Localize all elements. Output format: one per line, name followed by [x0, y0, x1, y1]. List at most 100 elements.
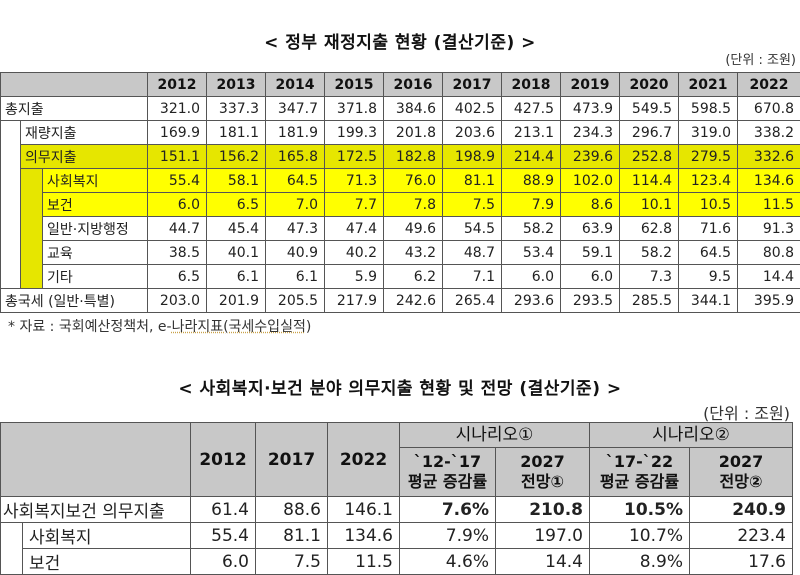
cell-value: 6.0 [561, 265, 620, 289]
cell-value: 88.9 [502, 169, 561, 193]
cell-value: 10.5 [679, 193, 738, 217]
year-header: 2020 [620, 73, 679, 97]
footnote-underlined-text: 나라지표(국세수입실적 [172, 319, 306, 335]
cell-value: 6.1 [266, 265, 325, 289]
year-header: 2022 [738, 73, 800, 97]
cell-value: 7.5 [256, 549, 328, 575]
table-row-highlighted: 보건 6.0 6.5 7.0 7.7 7.8 7.5 7.9 8.6 10.1 … [1, 193, 800, 217]
cell-value: 214.4 [502, 145, 561, 169]
cell-value: 319.0 [679, 121, 738, 145]
cell-value: 63.9 [561, 217, 620, 241]
table2-unit-label: (단위 : 조원) [703, 400, 790, 424]
year-header: 2016 [384, 73, 443, 97]
row-label: 의무지출 [21, 145, 148, 169]
cell-value: 91.3 [738, 217, 800, 241]
cell-value: 198.9 [443, 145, 502, 169]
cell-value: 11.5 [738, 193, 800, 217]
cell-value: 8.6 [561, 193, 620, 217]
row-label: 재량지출 [21, 121, 148, 145]
cell-value: 14.4 [738, 265, 800, 289]
cell-value: 217.9 [325, 289, 384, 313]
cell-value: 197.0 [496, 523, 590, 549]
table-row: 재량지출 169.9 181.1 181.9 199.3 201.8 203.6… [1, 121, 800, 145]
cell-value: 234.3 [561, 121, 620, 145]
cell-value: 242.6 [384, 289, 443, 313]
cell-value: 58.1 [207, 169, 266, 193]
cell-value: 43.2 [384, 241, 443, 265]
year-header: 2014 [266, 73, 325, 97]
cell-value: 76.0 [384, 169, 443, 193]
cell-value: 17.6 [690, 549, 793, 575]
row-label: 총지출 [1, 97, 148, 121]
table-row: 보건 6.0 7.5 11.5 4.6% 14.4 8.9% 17.6 [1, 549, 793, 575]
cell-value: 201.8 [384, 121, 443, 145]
cell-value: 6.2 [384, 265, 443, 289]
s1-projection-label: 전망① [498, 472, 587, 492]
cell-value: 199.3 [325, 121, 384, 145]
cell-value: 203.0 [148, 289, 207, 313]
cell-value: 338.2 [738, 121, 800, 145]
cell-value: 7.7 [325, 193, 384, 217]
cell-value: 61.4 [191, 497, 256, 523]
cell-value: 5.9 [325, 265, 384, 289]
cell-value: 7.5 [443, 193, 502, 217]
table1-header-row: 2012 2013 2014 2015 2016 2017 2018 2019 … [1, 73, 800, 97]
s2-rate-period: `17-`22 [592, 452, 687, 472]
table2-header-row-1: 2012 2017 2022 시나리오① 시나리오② [1, 423, 793, 448]
s1-projection-year: 2027 [498, 452, 587, 472]
cell-value: 134.6 [328, 523, 400, 549]
s2-projection-label: 전망② [692, 472, 790, 492]
table1-unit-label: (단위 : 조원) [725, 49, 796, 68]
cell-value: 10.1 [620, 193, 679, 217]
year-header: 2015 [325, 73, 384, 97]
header-corner-cell [1, 73, 148, 97]
year-header: 2022 [328, 423, 400, 497]
cell-value: 62.8 [620, 217, 679, 241]
cell-value: 45.4 [207, 217, 266, 241]
table-row: 사회복지 55.4 81.1 134.6 7.9% 197.0 10.7% 22… [1, 523, 793, 549]
s2-rate-label: 평균 증감률 [592, 472, 687, 492]
cell-value: 58.2 [620, 241, 679, 265]
s2-projection-header: 2027 전망② [690, 448, 793, 497]
cell-value: 427.5 [502, 97, 561, 121]
cell-value: 53.4 [502, 241, 561, 265]
cell-value: 81.1 [256, 523, 328, 549]
cell-value: 114.4 [620, 169, 679, 193]
cell-value: 7.3 [620, 265, 679, 289]
cell-value: 6.5 [207, 193, 266, 217]
row-label: 사회복지 [23, 523, 191, 549]
year-header: 2017 [256, 423, 328, 497]
footnote-suffix: ) [306, 319, 311, 335]
cell-value: 181.9 [266, 121, 325, 145]
table-row-highlighted: 사회복지 55.4 58.1 64.5 71.3 76.0 81.1 88.9 … [1, 169, 800, 193]
cell-value: 395.9 [738, 289, 800, 313]
cell-value: 181.1 [207, 121, 266, 145]
s1-projection-header: 2027 전망① [496, 448, 590, 497]
cell-value: 10.5% [590, 497, 690, 523]
cell-value: 293.5 [561, 289, 620, 313]
cell-value: 151.1 [148, 145, 207, 169]
cell-value: 223.4 [690, 523, 793, 549]
cell-value: 38.5 [148, 241, 207, 265]
indent-spacer [1, 523, 23, 575]
cell-value: 80.8 [738, 241, 800, 265]
cell-value: 371.8 [325, 97, 384, 121]
cell-value: 201.9 [207, 289, 266, 313]
cell-value: 71.6 [679, 217, 738, 241]
cell-value: 473.9 [561, 97, 620, 121]
table-row-highlighted: 의무지출 151.1 156.2 165.8 172.5 182.8 198.9… [1, 145, 800, 169]
cell-value: 384.6 [384, 97, 443, 121]
cell-value: 7.9 [502, 193, 561, 217]
cell-value: 205.5 [266, 289, 325, 313]
s1-rate-period: `12-`17 [402, 452, 493, 472]
cell-value: 55.4 [148, 169, 207, 193]
cell-value: 47.3 [266, 217, 325, 241]
cell-value: 321.0 [148, 97, 207, 121]
year-header: 2012 [191, 423, 256, 497]
cell-value: 598.5 [679, 97, 738, 121]
table2-title: < 사회복지·보건 분야 의무지출 현황 및 전망 (결산기준) > [0, 374, 800, 399]
cell-value: 11.5 [328, 549, 400, 575]
year-header: 2018 [502, 73, 561, 97]
cell-value: 203.6 [443, 121, 502, 145]
cell-value: 40.2 [325, 241, 384, 265]
